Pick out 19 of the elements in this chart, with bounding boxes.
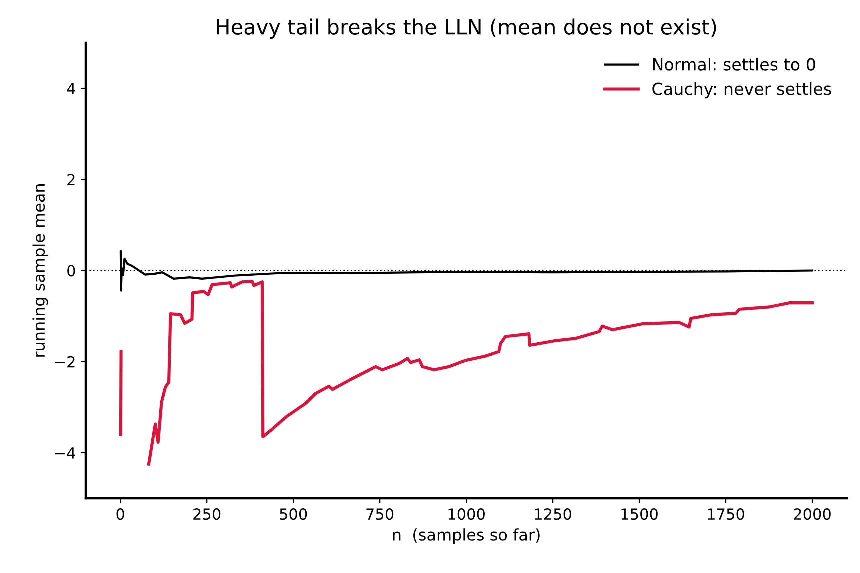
y-axis-title: running sample mean (32, 184, 48, 357)
x-tick-label: 1500 (622, 508, 658, 520)
legend-label: Normal: settles to 0 (653, 58, 816, 71)
x-axis-title: n (samples so far) (393, 528, 540, 544)
x-tick-label: 1750 (708, 508, 744, 520)
x-tick-label: 1000 (448, 508, 485, 520)
y-tick-label: 4 (67, 83, 76, 94)
x-tick-label: 1250 (535, 508, 572, 520)
x-tick-label: 750 (366, 508, 394, 520)
legend-label: Cauchy: never settles (652, 82, 832, 99)
x-tick-label: 0 (116, 508, 124, 520)
chart-title: Heavy tail breaks the LLN (mean does not exist) (217, 18, 716, 39)
x-tick-label: 2000 (794, 508, 831, 520)
y-tick-label: 0 (68, 265, 76, 277)
x-tick-label: 500 (280, 508, 308, 520)
y-tick-label: −4 (55, 448, 76, 459)
x-tick-label: 250 (194, 508, 221, 520)
y-tick-label: 2 (68, 174, 75, 186)
y-tick-label: −2 (55, 356, 75, 368)
